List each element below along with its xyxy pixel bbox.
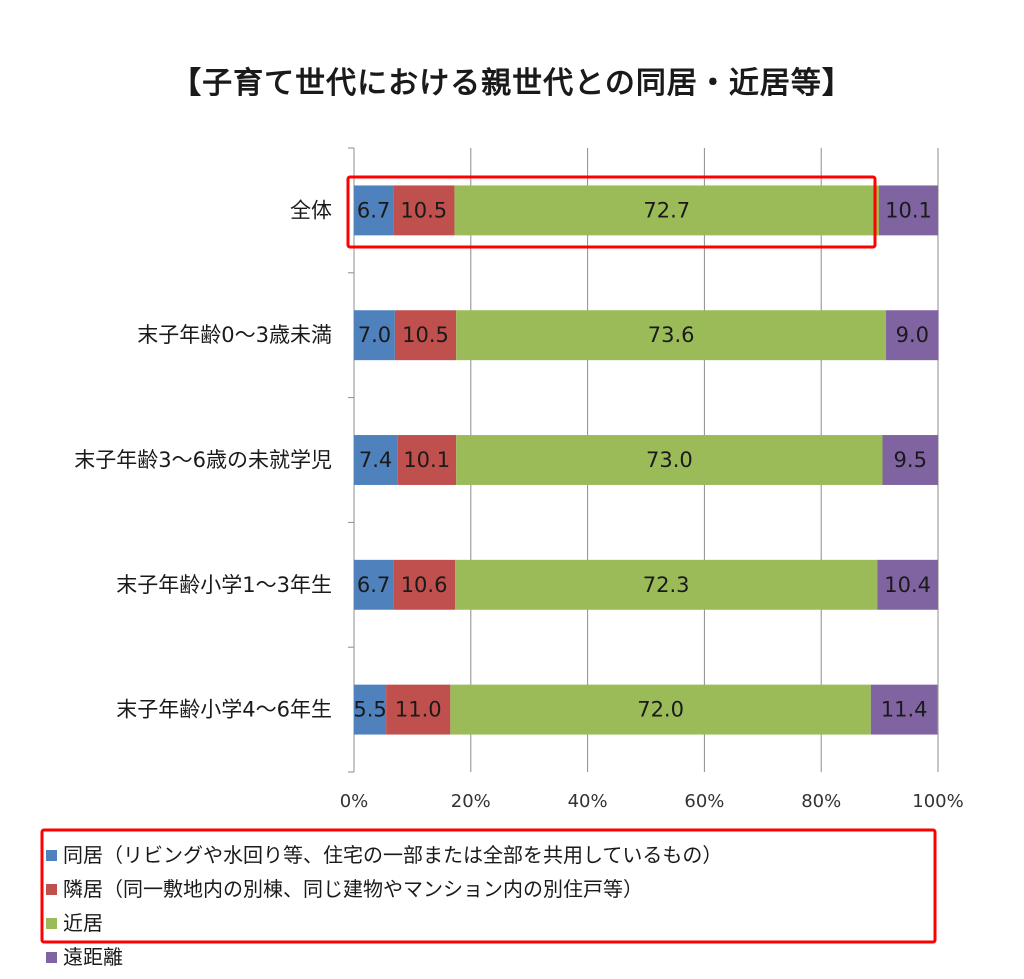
bar-segment	[879, 185, 938, 236]
bar-segment	[455, 559, 878, 610]
data-label: 7.4	[359, 448, 392, 472]
data-label: 10.1	[403, 448, 450, 472]
category-label: 末子年齢3～6歳の未就学児	[74, 448, 332, 472]
highlight-box-overall	[346, 175, 877, 249]
data-label: 73.6	[648, 323, 695, 347]
data-label: 5.5	[353, 698, 386, 722]
bar-segment	[886, 310, 939, 361]
bar-segment	[393, 185, 455, 236]
x-tick-label: 0%	[340, 791, 369, 812]
data-label: 7.0	[358, 323, 391, 347]
bar-segment	[877, 559, 938, 610]
bar-segment	[394, 310, 457, 361]
legend-swatch	[46, 849, 57, 861]
data-label: 10.5	[400, 198, 447, 222]
bar-segment	[386, 684, 451, 735]
x-tick-label: 20%	[451, 791, 491, 812]
x-tick-label: 80%	[801, 791, 841, 812]
bar-segment	[456, 435, 883, 485]
bar-segment	[456, 310, 887, 361]
data-label: 6.7	[357, 573, 390, 597]
data-label: 6.7	[357, 198, 390, 222]
category-labels: 全体末子年齢0～3歳未満末子年齢3～6歳の未就学児末子年齢小学1～3年生末子年齢…	[74, 198, 332, 721]
category-label: 全体	[290, 198, 332, 222]
legend-label: 近居	[63, 911, 103, 935]
legend-item: 遠距離	[46, 940, 722, 974]
chart-title: 【子育て世代における親世代との同居・近居等】	[171, 66, 853, 101]
x-tick-labels: 0% 20% 40% 60% 80% 100%	[340, 791, 964, 812]
category-label: 末子年齢0～3歳未満	[137, 323, 332, 347]
category-label: 末子年齢小学1～3年生	[116, 573, 332, 597]
data-label: 11.4	[881, 698, 928, 722]
legend-item: 隣居（同一敷地内の別棟、同じ建物やマンション内の別住戸等）	[46, 872, 722, 906]
legend-label: 同居（リビングや水回り等、住宅の一部または全部を共用しているもの）	[63, 843, 723, 867]
bar-segment	[397, 435, 457, 485]
legend-item: 同居（リビングや水回り等、住宅の一部または全部を共用しているもの）	[46, 838, 722, 872]
data-label: 10.1	[885, 198, 932, 222]
bar-segments: 6.7 10.5 72.7 10.1 7.0 10.5 73.6 9.0 7.4 10.1 73.0…	[353, 185, 939, 735]
data-label: 72.0	[637, 698, 684, 722]
bar-segment	[393, 559, 456, 610]
bar-segment	[450, 684, 871, 735]
data-label: 9.0	[896, 323, 929, 347]
data-label: 11.0	[395, 698, 442, 722]
bar-segment	[354, 185, 394, 236]
data-label: 9.5	[894, 448, 927, 472]
legend-label: 隣居（同一敷地内の別棟、同じ建物やマンション内の別住戸等）	[63, 877, 643, 901]
legend-item: 近居	[46, 906, 722, 940]
category-label: 末子年齢小学4～6年生	[116, 698, 332, 722]
bar-segment	[870, 684, 938, 735]
data-label: 10.5	[402, 323, 449, 347]
bar-segment	[354, 435, 398, 485]
legend: 同居（リビングや水回り等、住宅の一部または全部を共用しているもの） 隣居（同一敷地…	[46, 838, 722, 974]
bar-segment	[354, 559, 394, 610]
bar-segment	[454, 185, 880, 236]
data-label: 72.7	[643, 198, 690, 222]
data-label: 72.3	[643, 573, 690, 597]
legend-swatch	[46, 883, 57, 895]
x-tick-label: 40%	[568, 791, 608, 812]
bar-segment	[354, 684, 387, 735]
data-label: 10.6	[401, 573, 448, 597]
data-label: 10.4	[884, 573, 931, 597]
bar-segment	[882, 435, 938, 485]
legend-swatch	[46, 951, 57, 963]
bar-segment	[354, 310, 395, 361]
x-tick-label: 60%	[684, 791, 724, 812]
stacked-bar-chart: 6.7 10.5 72.7 10.1 7.0 10.5 73.6 9.0 7.4 10.1 73.0…	[74, 147, 964, 812]
x-tick-label: 100%	[912, 791, 963, 812]
legend-label: 遠距離	[63, 945, 123, 969]
legend-swatch	[46, 917, 57, 929]
data-label: 73.0	[646, 448, 693, 472]
